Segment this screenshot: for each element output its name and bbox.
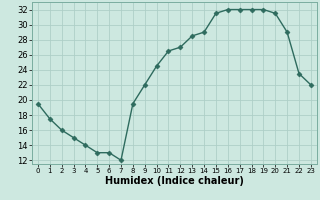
X-axis label: Humidex (Indice chaleur): Humidex (Indice chaleur) bbox=[105, 176, 244, 186]
